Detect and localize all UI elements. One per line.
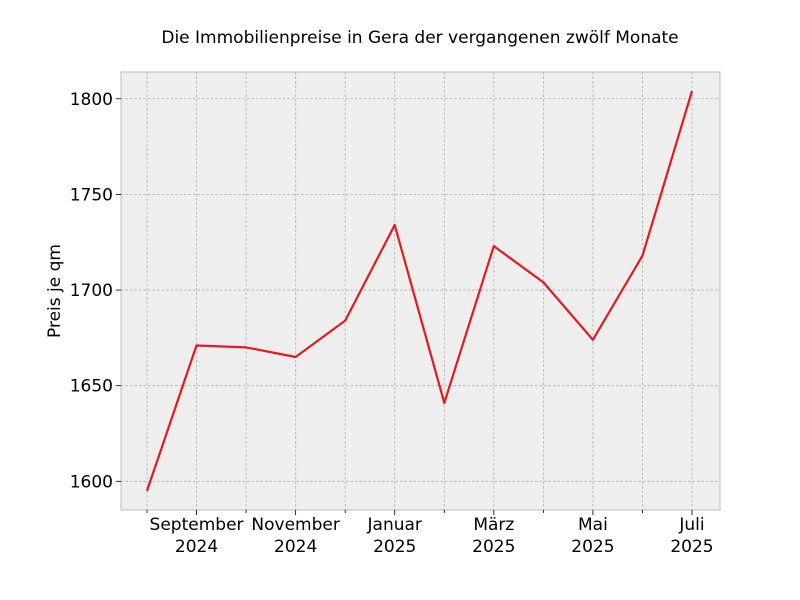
y-tick-label: 1650 [70,377,113,397]
plot-area [120,71,721,511]
y-axis-label: Preis je qm [45,244,65,338]
chart-title: Die Immobilienpreise in Gera der vergang… [161,28,678,48]
y-tick-label: 1800 [70,90,113,110]
axis-ticks [116,98,693,515]
y-tick-label: 1700 [70,281,113,301]
y-tick-label: 1600 [70,472,113,492]
series-layer [145,90,694,492]
x-tick-label: Mai 2025 [571,515,614,557]
grid [121,72,720,510]
x-tick-label: März 2025 [472,515,515,557]
x-tick-label: Januar 2025 [367,515,422,557]
x-tick-label: September 2024 [150,515,244,557]
x-tick-label: Juli 2025 [670,515,713,557]
tick-labels: 1600 1650 1700 1750 1800 September 2024Novembe… [70,90,714,557]
series-line [145,90,694,492]
x-tick-label: November 2024 [251,515,339,557]
y-tick-label: 1750 [70,185,113,205]
